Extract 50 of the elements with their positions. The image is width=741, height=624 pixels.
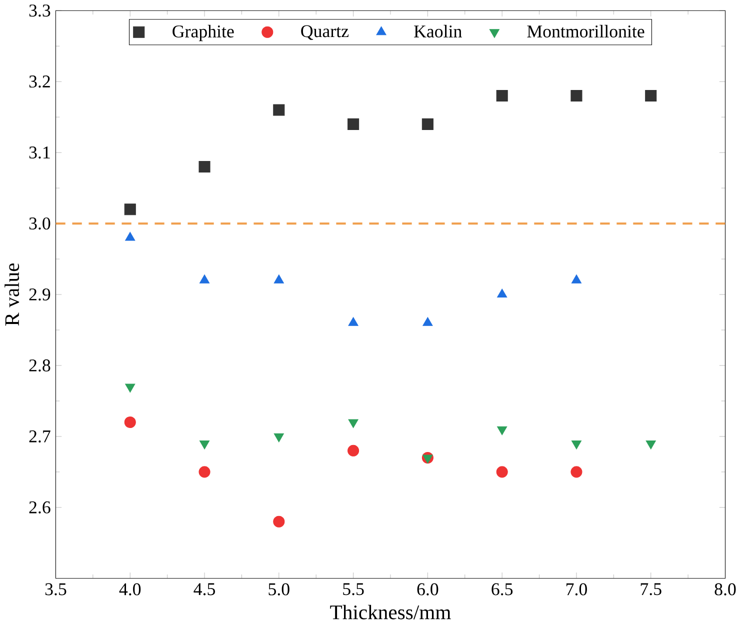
point xyxy=(274,274,284,284)
point xyxy=(348,118,360,130)
y-tick-label: 3.0 xyxy=(29,218,50,230)
point xyxy=(125,384,136,393)
x-axis-title: Thickness/mm xyxy=(330,604,451,620)
point xyxy=(348,444,360,456)
point xyxy=(645,90,657,102)
point xyxy=(198,161,210,173)
point xyxy=(571,440,582,450)
y-tick-label: 2.9 xyxy=(29,288,50,301)
y-tick-label: 2.6 xyxy=(29,501,50,514)
y-tick-label: 3.2 xyxy=(29,76,50,88)
point xyxy=(199,274,210,284)
x-tick-label: 3.5 xyxy=(45,583,66,596)
legend-label: Kaolin xyxy=(414,24,462,38)
x-tick-label: 7.5 xyxy=(640,583,662,596)
point xyxy=(497,288,508,298)
x-tick-label: 5.0 xyxy=(268,583,290,596)
point xyxy=(199,440,210,450)
point xyxy=(124,204,136,216)
x-tick-label: 4.0 xyxy=(119,583,141,596)
point xyxy=(348,419,358,428)
legend-label: Quartz xyxy=(301,25,349,40)
point xyxy=(646,440,656,450)
x-tick-label: 8.0 xyxy=(714,583,736,596)
point xyxy=(571,274,582,284)
y-tick-label: 3.1 xyxy=(29,146,50,159)
legend-label: Montmorillonite xyxy=(527,24,644,38)
point xyxy=(124,416,136,428)
point xyxy=(570,466,582,478)
point xyxy=(570,90,582,102)
y-axis-title: R value xyxy=(4,263,20,326)
point xyxy=(198,466,210,478)
point xyxy=(496,90,508,102)
x-tick-label: 6.5 xyxy=(492,583,513,596)
legend-label: Graphite xyxy=(172,24,234,42)
point xyxy=(422,118,434,130)
point xyxy=(273,104,285,116)
x-tick-label: 4.5 xyxy=(194,583,215,596)
point xyxy=(422,454,433,464)
x-tick-label: 6.0 xyxy=(417,583,438,596)
point xyxy=(274,433,284,442)
y-tick-label: 3.3 xyxy=(29,4,50,17)
y-tick-label: 2.8 xyxy=(29,359,50,372)
x-tick-label: 7.0 xyxy=(566,583,587,596)
x-tick-label: 5.5 xyxy=(343,583,364,596)
y-tick-label: 2.7 xyxy=(29,430,50,443)
point xyxy=(273,516,285,528)
point xyxy=(496,466,508,478)
point xyxy=(497,426,508,436)
